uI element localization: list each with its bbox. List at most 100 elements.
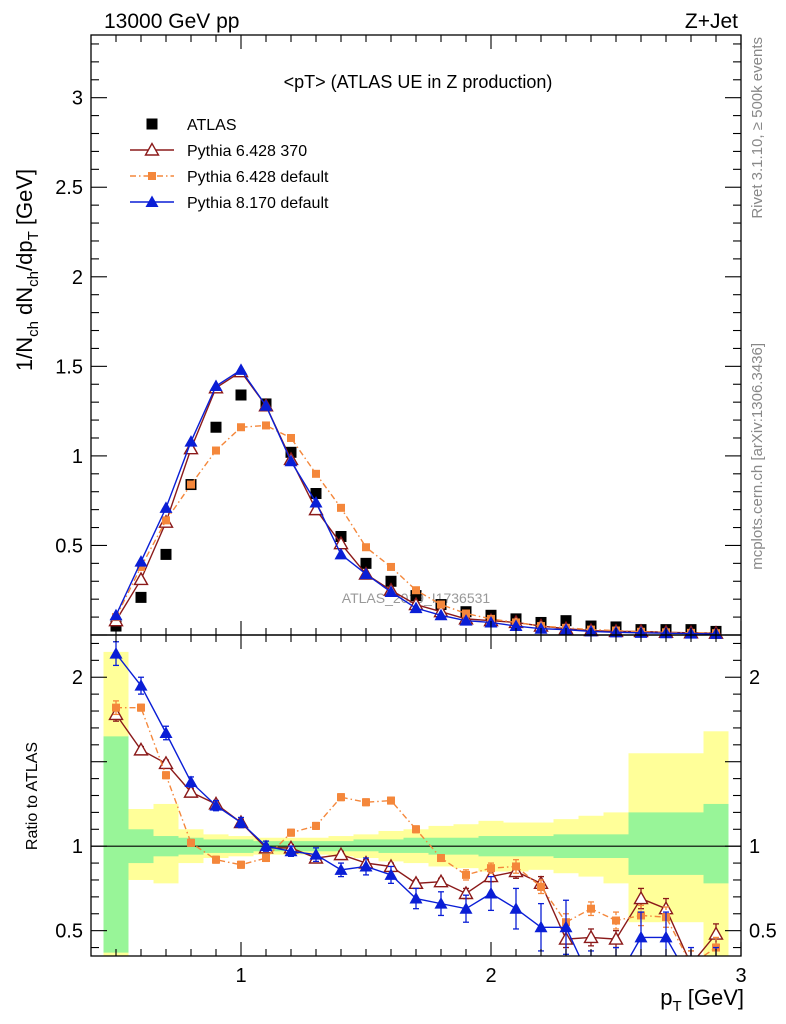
legend-marker <box>148 172 156 180</box>
main-data-point <box>359 567 373 580</box>
ratio-data-point <box>112 703 120 712</box>
main-data-point <box>434 608 448 621</box>
main-data-point <box>135 591 147 603</box>
main-y-tick-label: 2 <box>72 267 83 289</box>
mcplots-label: mcplots.cern.ch [arXiv:1306.3436] <box>749 343 766 570</box>
ratio-data-point <box>134 679 148 691</box>
ratio-data-point <box>109 647 123 659</box>
main-data-point <box>287 433 295 442</box>
ratio-data-point <box>334 863 348 875</box>
ratio-data-point <box>610 975 623 987</box>
ratio-data-point <box>585 975 598 987</box>
legend-label: Pythia 8.170 default <box>187 195 329 212</box>
legend-marker <box>146 118 158 130</box>
ratio-y-tick-label-right: 2 <box>749 667 760 689</box>
ratio-data-point <box>537 882 545 891</box>
ratio-data-point <box>237 860 245 869</box>
main-data-point <box>410 590 422 602</box>
legend-marker <box>144 142 160 156</box>
main-data-point <box>334 547 348 560</box>
ratio-data-point <box>287 828 295 837</box>
ratio-data-point <box>437 854 445 863</box>
main-y-tick-label: 3 <box>72 88 83 110</box>
main-y-tick-label: 2.5 <box>55 177 83 199</box>
ratio-data-point <box>659 930 673 943</box>
main-data-point <box>187 480 195 489</box>
ratio-data-point <box>187 838 195 847</box>
ratio-data-point <box>333 846 349 861</box>
ratio-y-tick-label-right: 1 <box>749 836 760 858</box>
ratio-data-point <box>634 930 648 943</box>
main-data-point <box>162 516 170 525</box>
main-series-group <box>108 363 724 639</box>
main-data-point <box>134 555 148 567</box>
ratio-data-point <box>362 798 370 807</box>
ratio-data-point <box>159 726 173 738</box>
ratio-data-point <box>133 741 149 756</box>
main-data-point <box>385 575 397 587</box>
main-data-point <box>237 423 245 432</box>
main-data-point <box>337 503 345 512</box>
main-data-point <box>210 421 222 433</box>
main-data-point <box>284 454 298 467</box>
ratio-data-point <box>262 854 270 863</box>
ratio-data-point <box>608 931 624 945</box>
stat-band-bin <box>353 839 379 852</box>
ratio-data-point <box>487 864 495 873</box>
stat-band-bin <box>703 803 729 884</box>
x-tick-label: 1 <box>235 965 246 987</box>
main-data-point <box>560 615 572 627</box>
y-axis-title-text: 1/Nch dNch/dpT [GeV] <box>12 169 42 371</box>
ratio-data-point <box>137 703 145 712</box>
ratio-y-tick-label: 1 <box>72 836 83 858</box>
main-data-point <box>235 389 247 401</box>
ratio-data-point <box>312 821 320 830</box>
main-data-point <box>160 548 172 560</box>
x-axis-title-text: pT [GeV] <box>660 985 744 1015</box>
ratio-data-point <box>587 904 595 913</box>
main-series-1 <box>108 363 724 639</box>
main-data-point <box>137 562 145 571</box>
x-axis-title: pT [GeV] <box>660 985 744 1015</box>
main-data-point <box>437 600 445 609</box>
main-series-3 <box>109 363 723 639</box>
main-data-point <box>209 379 223 392</box>
ratio-data-point <box>162 771 170 780</box>
ratio-data-point <box>209 799 223 811</box>
x-tick-label: 2 <box>485 965 496 987</box>
main-data-point <box>459 614 473 626</box>
main-data-point <box>310 488 322 500</box>
ratio-data-point <box>387 796 395 805</box>
ratio-y-tick-label: 2 <box>72 667 83 689</box>
main-y-tick-label: 1.5 <box>55 356 83 378</box>
stat-band-bin <box>678 812 704 875</box>
main-data-point <box>462 609 470 618</box>
main-data-point <box>309 495 323 508</box>
legend-marker <box>145 195 159 207</box>
ratio-data-point <box>685 958 698 970</box>
ratio-data-point <box>433 873 449 888</box>
main-data-point <box>384 585 398 598</box>
y-axis-title-ratio: Ratio to ATLAS <box>24 742 41 850</box>
ratio-data-point <box>284 844 298 857</box>
ratio-data-point <box>384 868 398 880</box>
stat-band-bin <box>628 812 654 875</box>
ratio-data-point <box>509 902 523 914</box>
main-data-point <box>184 435 198 447</box>
ratio-data-point <box>484 886 498 899</box>
main-data-point <box>262 421 270 430</box>
legend-label: Pythia 6.428 370 <box>187 143 307 160</box>
main-data-point <box>212 446 220 455</box>
main-data-point <box>412 586 420 595</box>
chart-title: <pT> (ATLAS UE in Z production) <box>284 72 553 92</box>
ratio-y-tick-label: 0.5 <box>55 921 83 943</box>
ratio-data-point <box>459 902 473 914</box>
main-data-point <box>509 619 523 632</box>
main-data-point <box>534 622 548 634</box>
ratio-data-point <box>612 916 620 925</box>
ratio-panel <box>91 651 741 956</box>
ratio-data-point <box>184 775 198 787</box>
ratio-data-point <box>409 892 423 904</box>
axes-frames: 1 2 30.511.522.530.5 0.51 12 2 <box>55 34 777 987</box>
